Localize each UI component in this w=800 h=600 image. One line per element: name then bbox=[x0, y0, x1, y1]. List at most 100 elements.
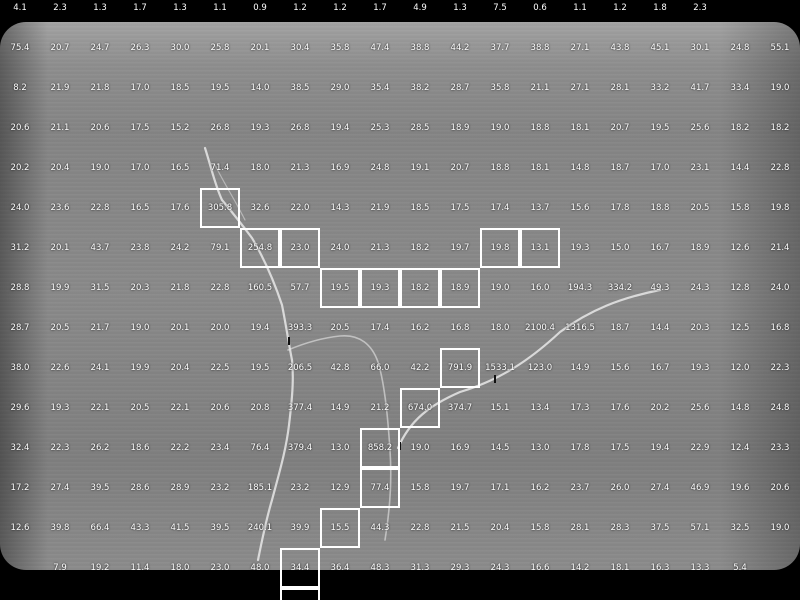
grid-value: 19.8 bbox=[770, 203, 790, 213]
grid-value: 19.2 bbox=[90, 563, 110, 573]
grid-value: 20.4 bbox=[50, 163, 70, 173]
grid-value: 14.0 bbox=[250, 83, 270, 93]
highlight-box bbox=[360, 468, 400, 508]
highlight-box bbox=[240, 228, 280, 268]
highlight-box bbox=[480, 228, 520, 268]
grid-value: 25.6 bbox=[690, 403, 710, 413]
grid-value: 20.5 bbox=[50, 323, 70, 333]
grid-value: 23.3 bbox=[770, 443, 790, 453]
grid-value: 28.6 bbox=[130, 483, 150, 493]
grid-value: 22.5 bbox=[210, 363, 230, 373]
grid-value: 1.1 bbox=[213, 3, 227, 13]
grid-value: 17.0 bbox=[130, 83, 150, 93]
highlight-box bbox=[360, 428, 400, 468]
grid-value: 20.3 bbox=[690, 323, 710, 333]
grid-value: 23.2 bbox=[290, 483, 310, 493]
grid-value: 15.8 bbox=[410, 483, 430, 493]
grid-value: 22.8 bbox=[410, 523, 430, 533]
grid-value: 12.0 bbox=[730, 363, 750, 373]
grid-value: 36.4 bbox=[330, 563, 350, 573]
grid-value: 374.7 bbox=[447, 403, 473, 413]
crack-mark bbox=[288, 337, 290, 345]
grid-value: 334.2 bbox=[607, 283, 633, 293]
grid-value: 858.2 bbox=[367, 443, 393, 453]
grid-value: 254.8 bbox=[247, 243, 273, 253]
grid-value: 240.1 bbox=[247, 523, 273, 533]
grid-value: 30.0 bbox=[170, 43, 190, 53]
grid-value: 38.8 bbox=[410, 43, 430, 53]
grid-value: 19.9 bbox=[130, 363, 150, 373]
grid-value: 24.3 bbox=[690, 283, 710, 293]
grid-value: 41.7 bbox=[690, 83, 710, 93]
grid-value: 48.0 bbox=[250, 563, 270, 573]
grid-value: 34.4 bbox=[290, 563, 310, 573]
grid-value: 1.2 bbox=[613, 3, 627, 13]
grid-value: 17.0 bbox=[650, 163, 670, 173]
grid-value: 17.3 bbox=[570, 403, 590, 413]
grid-value: 21.5 bbox=[450, 523, 470, 533]
grid-value: 19.3 bbox=[250, 123, 270, 133]
grid-value: 20.5 bbox=[690, 203, 710, 213]
grid-value: 31.2 bbox=[10, 243, 30, 253]
grid-value: 377.4 bbox=[287, 403, 313, 413]
grid-value: 0.6 bbox=[533, 3, 547, 13]
grid-value: 19.9 bbox=[50, 283, 70, 293]
grid-value: 39.5 bbox=[210, 523, 230, 533]
grid-value: 16.3 bbox=[650, 563, 670, 573]
grid-value: 20.0 bbox=[210, 323, 230, 333]
grid-value: 20.1 bbox=[250, 43, 270, 53]
grid-value: 15.6 bbox=[610, 363, 630, 373]
grid-value: 16.5 bbox=[130, 203, 150, 213]
grid-value: 16.2 bbox=[530, 483, 550, 493]
highlight-box bbox=[520, 228, 560, 268]
grid-value: 66.4 bbox=[90, 523, 110, 533]
grid-value: 18.9 bbox=[690, 243, 710, 253]
highlight-box bbox=[200, 188, 240, 228]
grid-value: 26.0 bbox=[610, 483, 630, 493]
grid-value: 674.0 bbox=[407, 403, 433, 413]
grid-value: 17.4 bbox=[370, 323, 390, 333]
crack-mark bbox=[399, 442, 401, 450]
grid-value: 15.1 bbox=[490, 403, 510, 413]
grid-value: 22.2 bbox=[170, 443, 190, 453]
grid-value: 18.1 bbox=[610, 563, 630, 573]
grid-value: 21.8 bbox=[170, 283, 190, 293]
grid-value: 14.5 bbox=[490, 443, 510, 453]
grid-value: 29.3 bbox=[450, 563, 470, 573]
grid-value: 23.1 bbox=[690, 163, 710, 173]
grid-value: 2100.4 bbox=[525, 323, 555, 333]
grid-value: 44.2 bbox=[450, 43, 470, 53]
grid-value: 32.5 bbox=[730, 523, 750, 533]
grid-value: 21.4 bbox=[770, 243, 790, 253]
grid-value: 15.5 bbox=[330, 523, 350, 533]
grid-value: 8.2 bbox=[13, 83, 27, 93]
grid-value: 1316.5 bbox=[565, 323, 595, 333]
grid-value: 22.1 bbox=[90, 403, 110, 413]
grid-value: 38.8 bbox=[530, 43, 550, 53]
grid-value: 39.8 bbox=[50, 523, 70, 533]
grid-value: 35.8 bbox=[330, 43, 350, 53]
grid-value: 35.8 bbox=[490, 83, 510, 93]
grid-value: 1.8 bbox=[653, 3, 667, 13]
grid-value: 25.3 bbox=[370, 123, 390, 133]
grid-value: 44.3 bbox=[370, 523, 390, 533]
grid-value: 18.8 bbox=[650, 203, 670, 213]
grid-value: 75.4 bbox=[10, 43, 30, 53]
grid-value: 123.0 bbox=[527, 363, 553, 373]
grid-value: 18.0 bbox=[170, 563, 190, 573]
grid-value: 21.9 bbox=[50, 83, 70, 93]
grid-value: 18.7 bbox=[610, 323, 630, 333]
grid-value: 39.9 bbox=[290, 523, 310, 533]
grid-value: 16.7 bbox=[650, 363, 670, 373]
grid-value: 14.3 bbox=[330, 203, 350, 213]
grid-value: 16.7 bbox=[650, 243, 670, 253]
grid-value: 1.2 bbox=[333, 3, 347, 13]
grid-value: 4.1 bbox=[13, 3, 27, 13]
grid-value: 18.2 bbox=[730, 123, 750, 133]
grid-value: 19.5 bbox=[250, 363, 270, 373]
grid-value: 15.8 bbox=[730, 203, 750, 213]
grid-value: 1.2 bbox=[293, 3, 307, 13]
grid-value: 43.8 bbox=[610, 43, 630, 53]
grid-value: 12.6 bbox=[730, 243, 750, 253]
